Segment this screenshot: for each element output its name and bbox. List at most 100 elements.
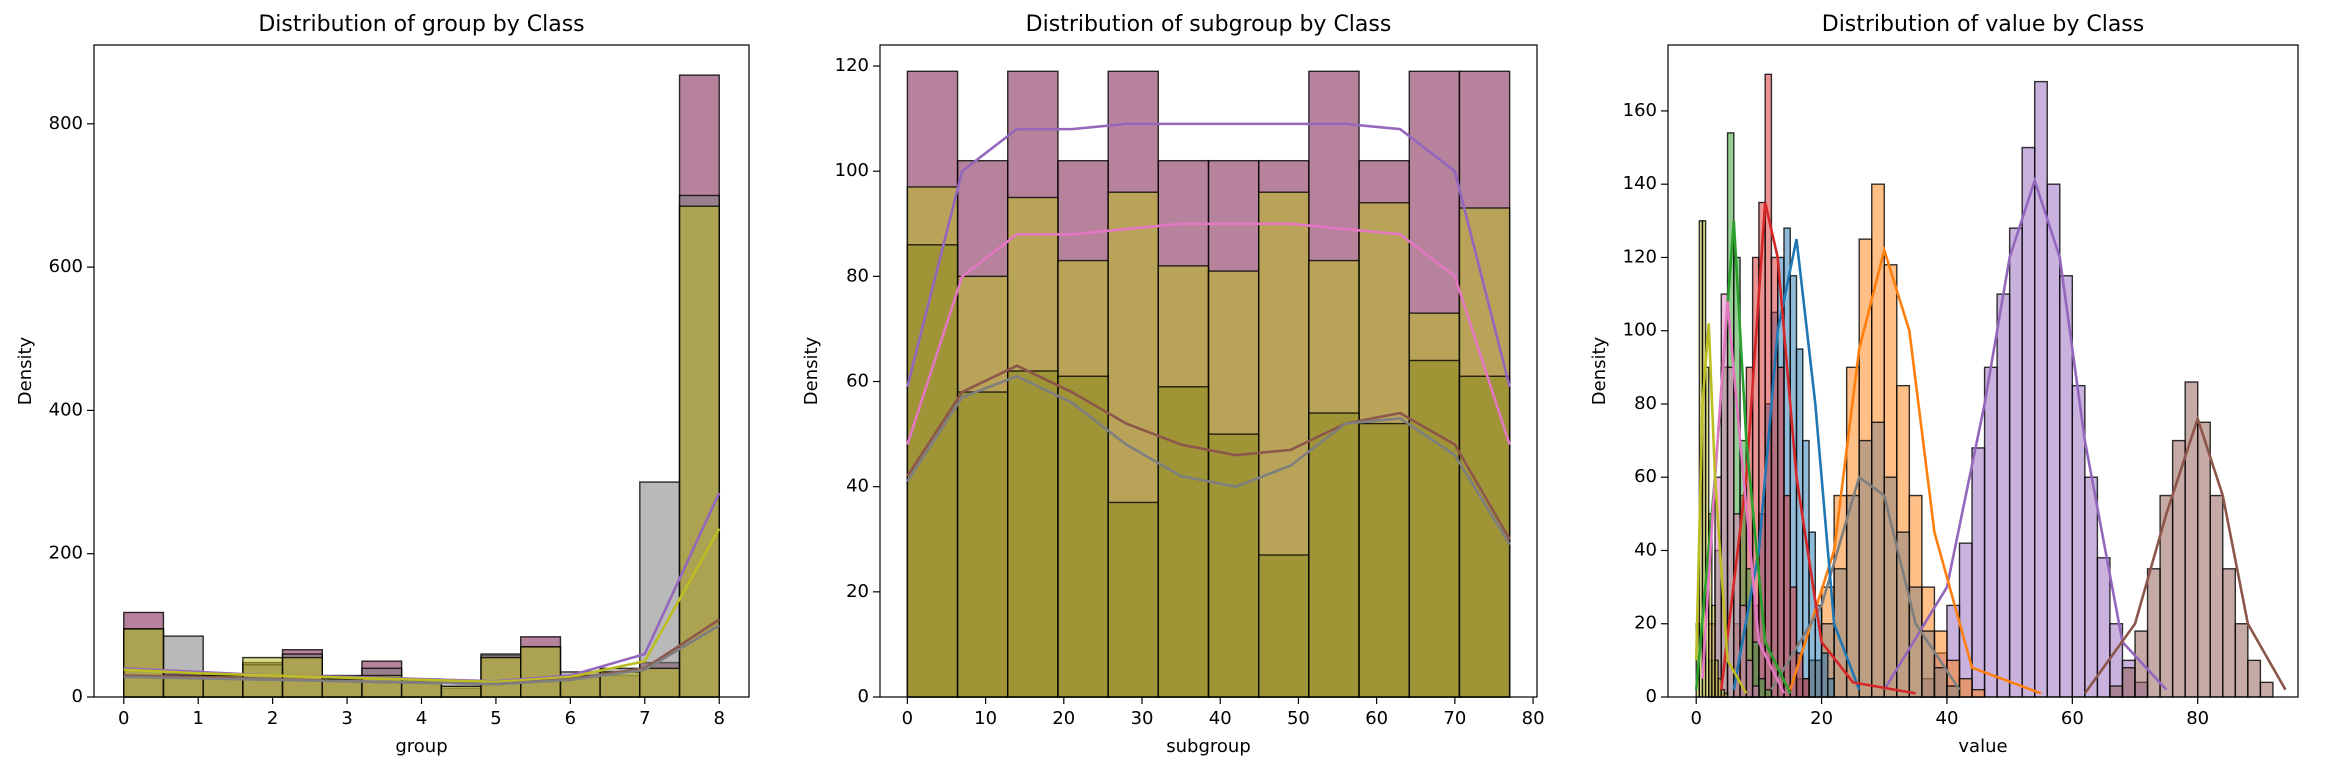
x-tick-label: 7 <box>639 708 650 729</box>
x-axis-label: group <box>395 736 447 757</box>
y-tick-label: 80 <box>846 265 869 286</box>
chart-panel: 0 20 40 60 80 0 20 40 60 80 100 120 140 160 Distributi… <box>1589 12 2299 757</box>
histogram-bar <box>1764 73 1773 698</box>
histogram-bar <box>1207 433 1260 698</box>
histogram-bar <box>440 685 482 698</box>
kde-line <box>2083 414 2287 695</box>
x-tick-label: 2 <box>267 708 278 729</box>
y-tick-label: 100 <box>1623 320 1657 341</box>
y-tick-label: 800 <box>49 113 83 134</box>
y-tick-label: 40 <box>1634 539 1657 560</box>
histogram-bar <box>1971 688 1986 698</box>
x-tick-label: 60 <box>2061 708 2084 729</box>
chart-title: Distribution of group by Class <box>258 12 584 37</box>
histogram-bar <box>1258 554 1310 698</box>
x-axis-label: subgroup <box>1166 736 1251 757</box>
histogram-bar <box>1758 677 1766 698</box>
histogram-bar <box>400 681 443 698</box>
y-tick-label: 0 <box>72 686 83 707</box>
histogram-bar <box>1408 359 1461 698</box>
histogram-bar <box>2209 494 2224 698</box>
histogram-bar <box>1933 666 1948 698</box>
y-tick-label: 100 <box>835 160 869 181</box>
y-tick-label: 40 <box>846 476 869 497</box>
histogram-bar <box>1770 256 1779 698</box>
chart-panel: 0 1 2 3 4 5 6 7 8 0 200 400 600 800 Distribution of gr… <box>15 12 750 757</box>
kde-line <box>1732 238 1861 691</box>
histogram-bar <box>1007 370 1059 698</box>
histogram-bar <box>1958 542 1973 698</box>
histogram-bar <box>639 667 681 698</box>
histogram-bar <box>1157 386 1210 698</box>
histogram-bar <box>1726 366 1735 698</box>
kde-line <box>906 374 1511 546</box>
x-tick-label: 20 <box>1810 708 1833 729</box>
kde-line <box>1694 323 1748 694</box>
x-tick-label: 40 <box>1936 708 1959 729</box>
histogram-bar <box>1764 688 1773 698</box>
histogram-bar <box>1983 366 1998 698</box>
plot-frame <box>93 44 750 698</box>
x-tick-label: 8 <box>714 708 725 729</box>
histogram-bar <box>2021 146 2036 698</box>
kde-line <box>906 122 1511 388</box>
y-tick-label: 20 <box>846 581 869 602</box>
histogram-bar <box>2197 421 2211 698</box>
histogram-bar <box>1308 412 1360 698</box>
histogram-bar <box>2184 381 2199 698</box>
y-axis-label: Density <box>1589 336 1610 405</box>
x-tick-label: 0 <box>1690 708 1701 729</box>
y-tick-label: 200 <box>49 543 83 564</box>
y-tick-label: 60 <box>846 371 869 392</box>
chart-panel: 0 10 20 30 40 50 60 70 80 0 20 40 60 80 100 120 Distribu… <box>801 12 1545 757</box>
x-tick-label: 10 <box>974 708 997 729</box>
x-tick-label: 3 <box>341 708 352 729</box>
y-tick-label: 20 <box>1634 613 1657 634</box>
histogram-bar <box>1802 677 1810 698</box>
histogram-bar <box>2222 568 2237 698</box>
kde-line <box>1883 176 2168 691</box>
histogram-bar <box>2096 557 2111 698</box>
plot-frame <box>879 44 1538 698</box>
kde-line <box>123 624 720 686</box>
histogram-bar <box>1458 375 1511 698</box>
histogram-bar <box>1827 677 1835 698</box>
histogram-bar <box>2008 227 2023 698</box>
x-axis-label: value <box>1958 736 2007 757</box>
x-tick-label: 60 <box>1365 708 1388 729</box>
x-tick-label: 80 <box>2186 708 2209 729</box>
histogram-bar <box>2259 681 2274 698</box>
x-tick-label: 0 <box>902 708 913 729</box>
x-tick-label: 50 <box>1287 708 1310 729</box>
y-tick-label: 0 <box>858 686 869 707</box>
kde-line <box>1770 475 1961 691</box>
histogram-bar <box>520 646 562 698</box>
histogram-bar <box>1833 568 1848 698</box>
kde-line <box>1719 202 1916 695</box>
x-tick-label: 70 <box>1443 708 1466 729</box>
x-tick-label: 80 <box>1522 708 1545 729</box>
histogram-bar <box>1996 293 2011 698</box>
histogram-bar <box>1751 685 1760 698</box>
kde-line <box>1789 245 2042 695</box>
x-tick-label: 4 <box>416 708 427 729</box>
kde-line <box>123 492 721 683</box>
y-tick-label: 80 <box>1634 393 1657 414</box>
y-tick-label: 400 <box>49 399 83 420</box>
kde-line <box>123 527 721 684</box>
histogram-bar <box>678 205 720 698</box>
y-tick-label: 120 <box>1623 246 1657 267</box>
kde-line <box>906 222 1511 446</box>
histogram-bar <box>1057 375 1109 698</box>
x-tick-label: 5 <box>490 708 501 729</box>
histogram-bar <box>1107 501 1159 698</box>
histogram-bar <box>480 656 522 698</box>
histogram-bar <box>1871 421 1885 698</box>
x-tick-label: 0 <box>118 708 129 729</box>
histogram-bar <box>1802 439 1810 698</box>
histogram-bar <box>1820 652 1829 698</box>
x-tick-label: 20 <box>1052 708 1075 729</box>
histogram-bar <box>1971 447 1986 698</box>
y-tick-label: 600 <box>49 256 83 277</box>
y-tick-label: 60 <box>1634 466 1657 487</box>
